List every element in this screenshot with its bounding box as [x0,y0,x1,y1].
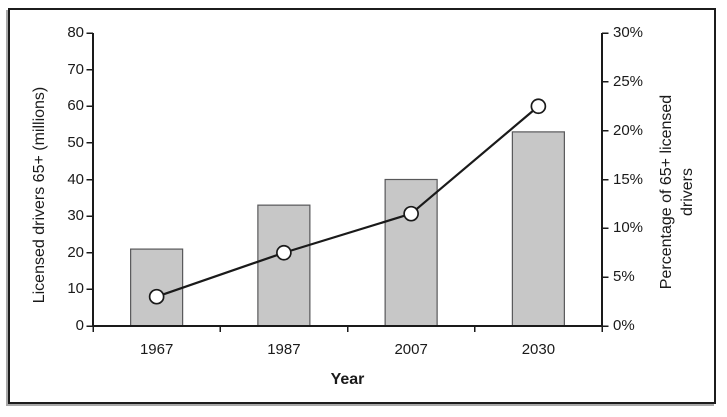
marker-1987 [276,244,292,261]
right-axis-tick-label: 25% [613,72,644,90]
right-axis-tick-label: 20% [613,121,644,139]
x-axis-category-label: 2007 [394,341,428,358]
x-axis-category-label: 1967 [139,341,174,358]
left-axis-tick-label: 50 [67,133,84,151]
right-axis-title-line2: drivers [679,168,696,217]
right-axis-tick-label: 5% [613,268,635,286]
right-axis-title: Percentage of 65+ licensed drivers [656,0,698,392]
x-axis-title: Year [330,371,365,388]
left-axis-tick-label: 20 [67,243,84,261]
bar-2030 [511,131,565,327]
bar-1987 [257,204,311,327]
left-axis-tick-label: 30 [67,207,84,225]
bar-2007 [384,178,438,327]
left-axis-tick-label: 10 [67,280,84,298]
right-axis-tick-label: 0% [613,317,635,334]
right-axis-tick-label: 30% [613,24,644,41]
left-axis-tick-label: 0 [75,317,84,334]
left-axis-tick-label: 70 [67,60,84,78]
marker-2030 [530,98,547,115]
marker-1967 [148,288,165,305]
right-axis-title-line1: Percentage of 65+ licensed [658,94,675,290]
left-axis-tick-label: 80 [67,24,84,41]
left-axis-title-text: Licensed drivers 65+ (millions) [31,86,48,304]
trend-line [155,105,540,298]
left-axis-tick-label: 60 [67,97,84,115]
chart-frame [8,8,716,404]
left-axis-title: Licensed drivers 65+ (millions) [30,0,50,395]
marker-2007 [403,205,419,222]
bar-1967 [130,248,184,327]
x-axis-category-label: 1987 [267,341,301,358]
right-axis-tick-label: 10% [613,219,644,237]
left-axis-tick-label: 40 [67,170,84,188]
right-axis-tick-label: 15% [613,170,644,188]
x-axis-category-label: 2030 [521,341,556,358]
